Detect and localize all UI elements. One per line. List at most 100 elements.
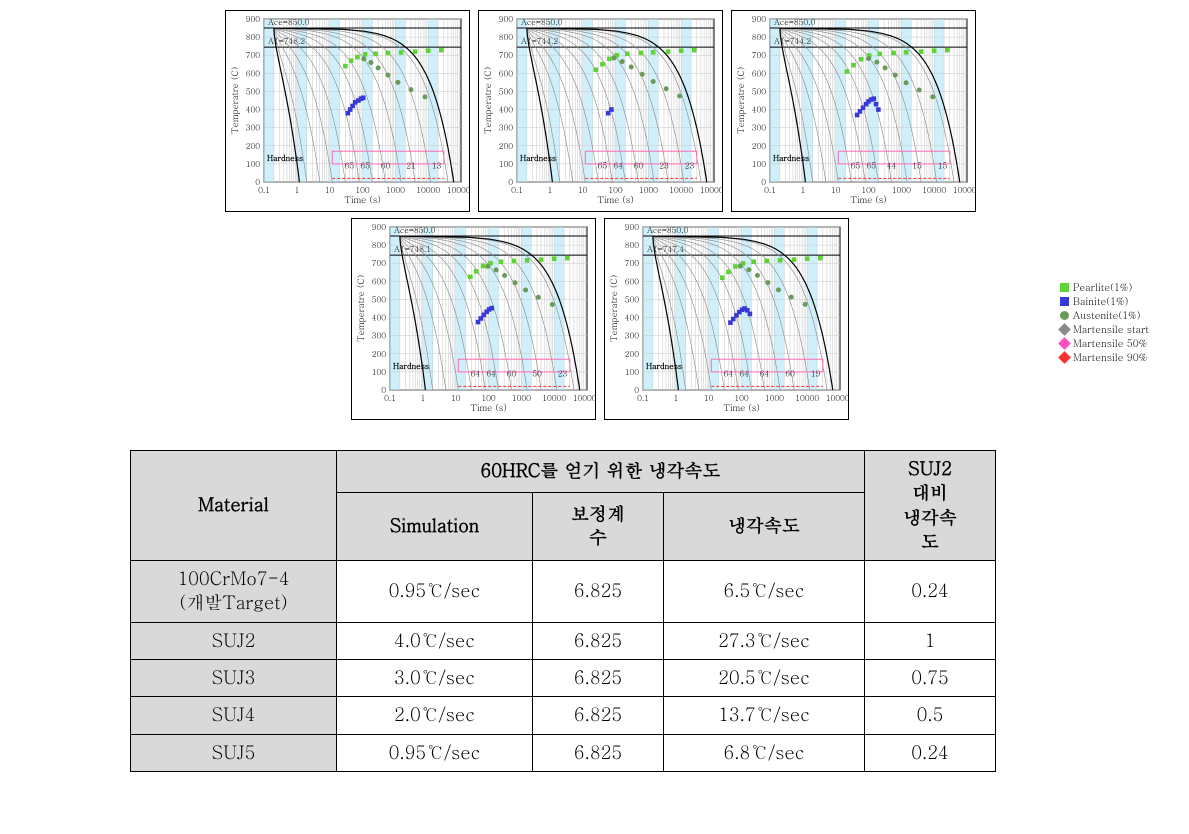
cell-mat: SUJ3 xyxy=(131,660,337,697)
svg-text:100000: 100000 xyxy=(573,393,595,404)
svg-text:100000: 100000 xyxy=(826,393,848,404)
svg-text:Temperatre (C): Temperatre (C) xyxy=(354,275,367,342)
svg-text:100: 100 xyxy=(245,159,260,170)
svg-text:Hardness: Hardness xyxy=(646,361,682,372)
svg-text:64: 64 xyxy=(471,368,481,379)
svg-text:0.1: 0.1 xyxy=(764,185,776,196)
svg-text:A1=748.1: A1=748.1 xyxy=(394,244,431,255)
svg-text:60: 60 xyxy=(380,160,390,171)
svg-text:500: 500 xyxy=(245,86,260,97)
legend-item: Bainite(1%) xyxy=(1060,294,1149,308)
svg-text:600: 600 xyxy=(245,68,260,79)
cell-sim: 4.0℃/sec xyxy=(337,622,533,659)
svg-text:700: 700 xyxy=(372,258,387,269)
table-row: SUJ50.95℃/sec6.8256.8℃/sec0.24 xyxy=(131,734,996,771)
cell-rate: 6.5℃/sec xyxy=(664,561,865,623)
cell-mat: SUJ4 xyxy=(131,697,337,734)
svg-text:Time (s): Time (s) xyxy=(597,193,634,206)
col-header-simulation: Simulation xyxy=(337,492,533,561)
svg-text:300: 300 xyxy=(245,123,260,134)
svg-text:300: 300 xyxy=(498,123,513,134)
svg-text:1000: 1000 xyxy=(512,393,531,404)
svg-text:700: 700 xyxy=(498,50,513,61)
svg-text:900: 900 xyxy=(498,14,513,25)
svg-text:800: 800 xyxy=(625,240,640,251)
svg-text:Temperatre (C): Temperatre (C) xyxy=(228,67,241,134)
svg-text:200: 200 xyxy=(245,141,260,152)
svg-text:700: 700 xyxy=(245,50,260,61)
svg-text:A1=747.4: A1=747.4 xyxy=(647,244,684,255)
svg-text:13: 13 xyxy=(431,160,441,171)
cct-chart-1: 01002003004005006007008009000.1110100100… xyxy=(225,10,470,212)
svg-text:300: 300 xyxy=(372,331,387,342)
cell-mat: SUJ5 xyxy=(131,734,337,771)
svg-text:10000: 10000 xyxy=(669,185,693,196)
cell-corr: 6.825 xyxy=(533,697,664,734)
table-row: SUJ33.0℃/sec6.82520.5℃/sec0.75 xyxy=(131,660,996,697)
cct-chart-2: 01002003004005006007008009000.1110100100… xyxy=(478,10,723,212)
svg-text:800: 800 xyxy=(372,240,387,251)
svg-text:Hardness: Hardness xyxy=(267,153,303,164)
svg-text:1: 1 xyxy=(673,393,678,404)
svg-text:10: 10 xyxy=(577,185,587,196)
col-header-correction: 보정계수 xyxy=(533,492,664,561)
svg-text:600: 600 xyxy=(625,276,640,287)
svg-text:10000: 10000 xyxy=(795,393,819,404)
svg-text:A1=744.2: A1=744.2 xyxy=(521,36,558,47)
cell-corr: 6.825 xyxy=(533,660,664,697)
svg-text:Ace=850.0: Ace=850.0 xyxy=(268,17,309,28)
svg-text:Temperatre (C): Temperatre (C) xyxy=(734,67,747,134)
svg-text:200: 200 xyxy=(498,141,513,152)
legend-item: Martensile 90% xyxy=(1060,350,1149,364)
svg-text:23: 23 xyxy=(684,160,694,171)
svg-text:900: 900 xyxy=(245,14,260,25)
cell-rate: 13.7℃/sec xyxy=(664,697,865,734)
cooling-rate-table: Material 60HRC를 얻기 위한 냉각속도 SUJ2대비냉각속도 Si… xyxy=(130,450,996,772)
cell-mat: SUJ2 xyxy=(131,622,337,659)
svg-text:10: 10 xyxy=(704,393,714,404)
svg-text:Time (s): Time (s) xyxy=(850,193,887,206)
svg-text:500: 500 xyxy=(751,86,766,97)
chart-legend: Pearlite(1%)Bainite(1%)Austenite(1%)Mart… xyxy=(1060,280,1149,364)
svg-text:Ace=850.0: Ace=850.0 xyxy=(774,17,815,28)
svg-text:500: 500 xyxy=(372,294,387,305)
cell-rel: 0.5 xyxy=(865,697,996,734)
svg-text:100: 100 xyxy=(751,159,766,170)
svg-text:800: 800 xyxy=(245,32,260,43)
col-header-section: 60HRC를 얻기 위한 냉각속도 xyxy=(337,451,865,493)
legend-item: Pearlite(1%) xyxy=(1060,280,1149,294)
svg-text:Ace=850.0: Ace=850.0 xyxy=(521,17,562,28)
svg-text:A1=744.2: A1=744.2 xyxy=(774,36,811,47)
svg-text:0.1: 0.1 xyxy=(384,393,396,404)
svg-text:1000: 1000 xyxy=(638,185,657,196)
svg-text:600: 600 xyxy=(751,68,766,79)
svg-text:400: 400 xyxy=(751,105,766,116)
cell-corr: 6.825 xyxy=(533,622,664,659)
svg-text:1: 1 xyxy=(420,393,425,404)
table-row: 100CrMo7-4(개발Target)0.95℃/sec6.8256.5℃/s… xyxy=(131,561,996,623)
svg-text:60: 60 xyxy=(633,160,643,171)
cell-sim: 2.0℃/sec xyxy=(337,697,533,734)
svg-text:Time (s): Time (s) xyxy=(344,193,381,206)
svg-text:100000: 100000 xyxy=(446,185,468,196)
svg-text:900: 900 xyxy=(625,222,640,233)
svg-text:Hardness: Hardness xyxy=(773,153,809,164)
cell-sim: 3.0℃/sec xyxy=(337,660,533,697)
svg-text:Time (s): Time (s) xyxy=(470,401,507,414)
svg-text:Temperatre (C): Temperatre (C) xyxy=(481,67,494,134)
cell-mat: 100CrMo7-4(개발Target) xyxy=(131,561,337,623)
svg-text:500: 500 xyxy=(625,294,640,305)
svg-text:200: 200 xyxy=(372,349,387,360)
svg-text:Time (s): Time (s) xyxy=(723,401,760,414)
svg-text:300: 300 xyxy=(625,331,640,342)
svg-text:64: 64 xyxy=(486,368,496,379)
svg-text:21: 21 xyxy=(406,160,416,171)
svg-text:0.1: 0.1 xyxy=(258,185,270,196)
cell-rate: 27.3℃/sec xyxy=(664,622,865,659)
svg-text:10000: 10000 xyxy=(922,185,946,196)
svg-text:23: 23 xyxy=(659,160,669,171)
svg-text:800: 800 xyxy=(498,32,513,43)
cell-rel: 0.75 xyxy=(865,660,996,697)
svg-text:300: 300 xyxy=(751,123,766,134)
svg-text:10000: 10000 xyxy=(416,185,440,196)
